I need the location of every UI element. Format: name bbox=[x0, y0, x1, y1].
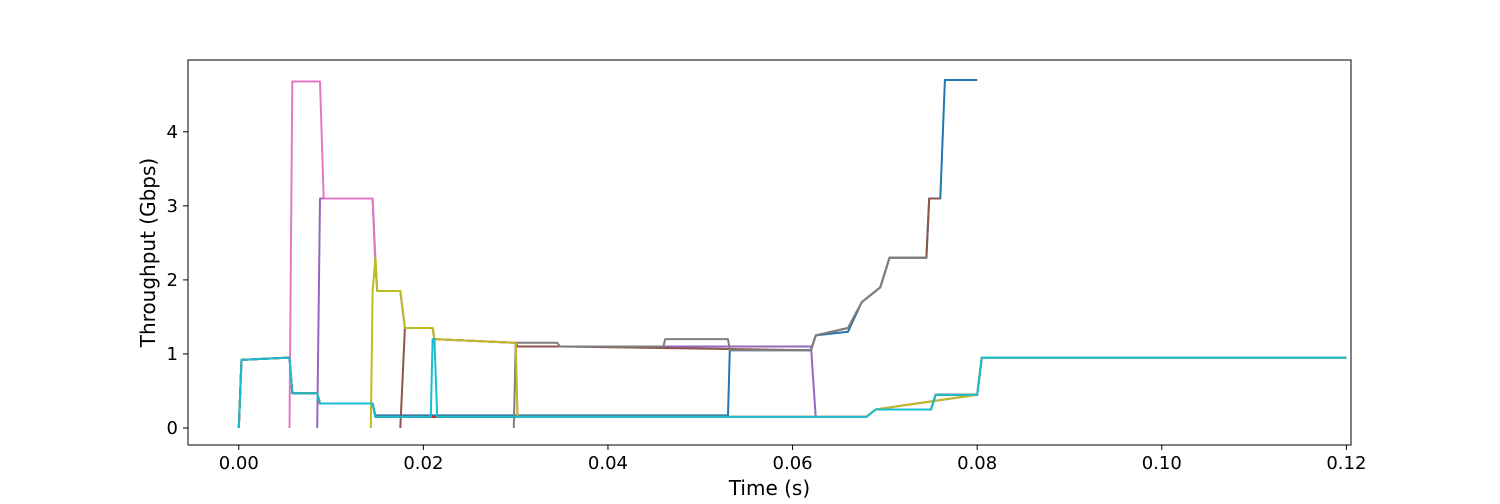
x-tick-label: 0.06 bbox=[773, 453, 813, 474]
series-line-10 bbox=[237, 338, 1347, 429]
x-tick-label: 0.10 bbox=[1142, 453, 1182, 474]
y-tick-label: 3 bbox=[167, 196, 178, 217]
series-line-5 bbox=[316, 197, 1347, 429]
x-tick-label: 0.04 bbox=[588, 453, 628, 474]
series-line-1 bbox=[237, 79, 978, 429]
plot-frame bbox=[187, 59, 1352, 446]
x-tick-label: 0.12 bbox=[1326, 453, 1366, 474]
y-tick-label: 2 bbox=[167, 270, 178, 291]
series-line-7 bbox=[288, 80, 1347, 429]
y-axis-label: Throughput (Gbps) bbox=[136, 158, 160, 348]
y-tick-label: 4 bbox=[167, 122, 178, 143]
y-axis: 0 1 2 3 4 bbox=[167, 122, 188, 439]
x-tick-label: 0.00 bbox=[219, 453, 259, 474]
series-layer bbox=[237, 79, 1347, 429]
y-tick-label: 0 bbox=[167, 418, 178, 439]
y-tick-label: 1 bbox=[167, 344, 178, 365]
x-tick-label: 0.02 bbox=[403, 453, 443, 474]
series-line-8 bbox=[512, 256, 927, 429]
x-axis: 0.00 0.02 0.04 0.06 0.08 0.10 0.12 bbox=[219, 445, 1366, 474]
series-line-6 bbox=[399, 197, 941, 429]
x-axis-label: Time (s) bbox=[728, 476, 810, 500]
x-tick-label: 0.08 bbox=[957, 453, 997, 474]
